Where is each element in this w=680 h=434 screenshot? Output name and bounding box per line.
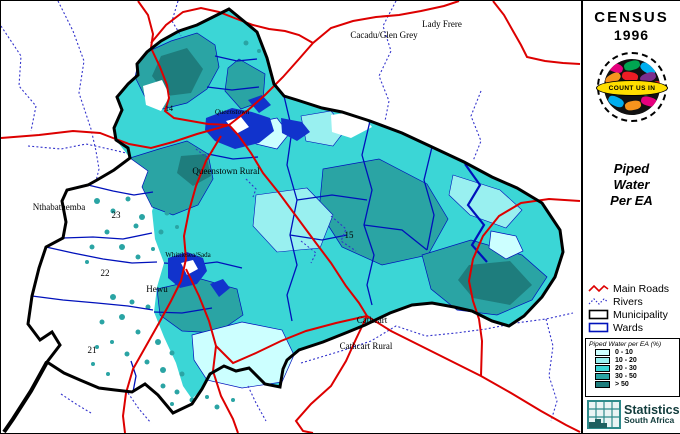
legend-item-wards: Wards [588, 321, 669, 334]
ward-boundaries [31, 55, 488, 393]
map-labels: Lady Frere Cacadu/Glen Grey Queenstown Rur… [33, 19, 462, 355]
statistics-sa-logo: Statistics South Africa [587, 400, 680, 429]
statistics-grid-icon [587, 400, 621, 429]
map-title-line3: Per EA [610, 193, 653, 208]
logo-banner: COUNT US IN [596, 80, 668, 96]
main-roads [1, 1, 581, 433]
map-title-line1: Piped [613, 161, 650, 176]
statistics-sa-wordmark: Statistics South Africa [624, 404, 680, 425]
map-label: Lady Frere [422, 19, 462, 29]
feature-legend: Main Roads Rivers Municipality Wards [588, 282, 669, 334]
legend-label: Municipality [613, 308, 668, 321]
municipality-boundary [2, 7, 565, 433]
map-title-line2: Water [613, 177, 650, 192]
wards-icon [588, 322, 609, 333]
census-year: 1996 [613, 27, 650, 43]
rivers [1, 1, 574, 424]
legend-item-main-roads: Main Roads [588, 282, 669, 295]
town-built-up-areas [168, 95, 310, 297]
legend-label: Rivers [613, 295, 643, 308]
stats-line2: South Africa [624, 415, 675, 425]
side-panel: CENSUS 1996 COUNT US IN Piped Water Per … [581, 1, 680, 433]
map-label: 22 [101, 268, 110, 278]
class-swatch [595, 373, 610, 380]
legend-label: Wards [613, 321, 643, 334]
class-swatch [595, 349, 610, 356]
class-swatch [595, 357, 610, 364]
water-coverage-regions [114, 9, 563, 399]
census-title: CENSUS [594, 9, 669, 26]
rivers-icon [588, 298, 609, 305]
map-label: Whittlesea/Sada [165, 251, 211, 259]
map-label: Cacadu/Glen Grey [350, 30, 418, 40]
map-label: Queenstown Rural [192, 166, 260, 176]
water-class-row: 30 - 50 [589, 373, 676, 380]
class-label: 20 - 30 [615, 365, 637, 372]
census-map[interactable]: Lady Frere Cacadu/Glen Grey Queenstown Rur… [1, 1, 581, 433]
class-swatch [595, 365, 610, 372]
map-label: Cathcart Rural [340, 341, 393, 351]
class-label: 10 - 20 [615, 357, 637, 364]
map-label: Nthabathemba [33, 202, 85, 212]
water-class-row: > 50 [589, 381, 676, 388]
ea-speckles [85, 40, 261, 410]
water-legend-title: Piped Water per EA (%) [589, 341, 662, 348]
class-label: > 50 [615, 381, 629, 388]
water-class-row: 10 - 20 [589, 357, 676, 364]
map-label: 14 [165, 104, 173, 113]
water-class-row: 20 - 30 [589, 365, 676, 372]
legend-item-rivers: Rivers [588, 295, 669, 308]
class-label: 0 - 10 [615, 349, 633, 356]
class-label: 30 - 50 [615, 373, 637, 380]
map-label: Queenstown [215, 108, 250, 116]
map-label: 23 [112, 210, 122, 220]
legend-item-municipality: Municipality [588, 308, 669, 321]
water-class-row: 0 - 10 [589, 349, 676, 356]
count-us-in-logo: COUNT US IN [596, 52, 668, 125]
municipality-icon [588, 309, 609, 320]
class-swatch [595, 381, 610, 388]
map-label: 15 [345, 230, 355, 240]
map-viewport[interactable]: Lady Frere Cacadu/Glen Grey Queenstown Rur… [1, 1, 581, 433]
main-roads-icon [588, 284, 609, 293]
map-label: Cathcart [357, 315, 388, 325]
stats-line1: Statistics [624, 403, 680, 417]
map-title: Piped Water Per EA [583, 161, 680, 209]
map-label: 21 [88, 345, 97, 355]
water-class-legend: Piped Water per EA (%) 0 - 10 10 - 20 20… [585, 338, 680, 397]
legend-label: Main Roads [613, 282, 670, 295]
map-label: Hewu [146, 284, 168, 294]
